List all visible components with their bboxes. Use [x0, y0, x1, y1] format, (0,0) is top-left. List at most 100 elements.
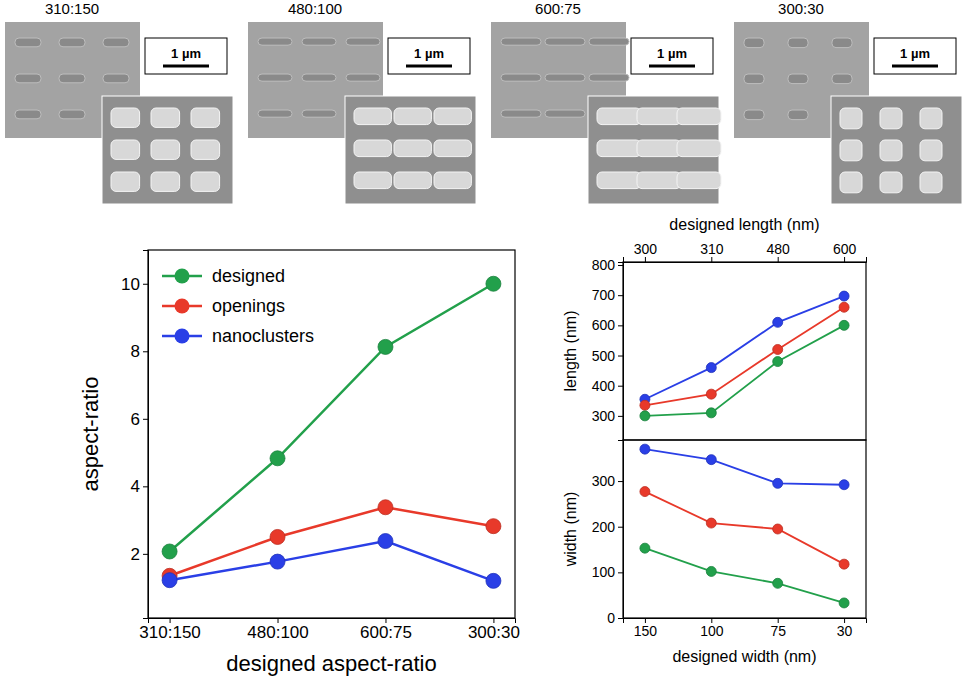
sem-rod — [346, 74, 380, 81]
data-point — [706, 363, 716, 373]
data-point — [486, 519, 501, 534]
sem-cluster — [840, 108, 862, 129]
y-tick-label: 600 — [592, 317, 616, 333]
sem-cluster — [597, 140, 641, 157]
y-tick-label: 300 — [592, 408, 616, 424]
x-tick: 75 — [770, 618, 786, 639]
sem-cluster — [677, 140, 721, 157]
y-axis: 246810 — [121, 251, 148, 619]
y-tick-mark — [143, 554, 148, 555]
sem-cluster — [920, 108, 942, 129]
data-point — [839, 291, 849, 301]
x-tick: 310 — [700, 241, 724, 262]
data-point — [839, 480, 849, 490]
series-line — [645, 307, 844, 405]
sem-rod — [589, 38, 629, 45]
data-point — [706, 455, 716, 465]
y-axis-title: width (nm) — [562, 492, 579, 568]
plot-frame — [623, 262, 866, 440]
sem-rod — [302, 74, 336, 81]
y-tick: 6 — [131, 410, 148, 429]
sem-rod — [832, 38, 852, 48]
sem-rod — [15, 38, 41, 47]
sem-rod — [302, 38, 336, 45]
y-tick: 300 — [592, 473, 623, 489]
data-point — [270, 529, 285, 544]
data-point — [378, 534, 393, 549]
legend-label: designed — [212, 266, 285, 286]
sem-rod — [788, 74, 808, 84]
sem-cluster — [354, 172, 391, 189]
scale-bar-label: 1 µm — [657, 46, 687, 61]
sem-cluster — [111, 172, 140, 191]
x-tick-label: 310 — [700, 241, 724, 257]
y-tick-mark — [618, 618, 623, 619]
image-panel: 310:1501 µm — [5, 0, 233, 204]
data-point — [839, 598, 849, 608]
x-axis-line — [624, 619, 867, 624]
sem-rod — [15, 74, 41, 83]
image-title: 300:30 — [778, 0, 824, 17]
series-line — [170, 541, 494, 581]
sem-cluster — [677, 172, 721, 189]
y-tick-label: 800 — [592, 257, 616, 273]
sem-cluster — [597, 108, 641, 125]
sem-cluster — [354, 108, 391, 125]
scale-bar-box — [874, 38, 956, 74]
data-point — [162, 544, 177, 559]
data-point — [839, 320, 849, 330]
series-line — [170, 284, 494, 552]
sem-cluster — [637, 140, 681, 157]
x-tick-label: 300 — [634, 241, 658, 257]
sem-cluster — [880, 108, 902, 129]
scale-bar-box — [145, 38, 227, 74]
y-tick: 400 — [592, 378, 623, 394]
legend-marker — [175, 329, 190, 344]
sem-rod — [501, 74, 541, 81]
legend-marker — [175, 299, 190, 314]
sem-rod — [59, 110, 85, 119]
plot-area — [640, 444, 849, 608]
y-tick-mark — [618, 265, 623, 266]
x-tick-label: 480:100 — [247, 623, 308, 642]
x-axis-line — [624, 257, 867, 263]
data-point — [773, 344, 783, 354]
y-axis-line — [143, 251, 149, 619]
sem-inset — [102, 96, 233, 204]
x-tick: 480:100 — [247, 618, 308, 642]
data-point — [706, 566, 716, 576]
data-point — [773, 317, 783, 327]
x-tick-label: 100 — [700, 623, 724, 639]
data-point — [706, 518, 716, 528]
data-point — [270, 554, 285, 569]
scale-bar — [649, 65, 695, 68]
y-tick-label: 0 — [607, 610, 615, 626]
y-tick-mark — [143, 486, 148, 487]
x-tick: 30 — [837, 618, 853, 639]
sem-rod — [545, 38, 585, 45]
sem-rod — [545, 110, 585, 117]
image-title: 310:150 — [45, 0, 99, 17]
sem-rod — [103, 38, 129, 47]
data-point — [270, 451, 285, 466]
chart: 300400500600700800300310480600designed l… — [562, 216, 867, 441]
y-tick-label: 4 — [131, 477, 140, 496]
x-tick-label: 300:30 — [468, 623, 520, 642]
plot-area — [162, 276, 501, 588]
x-axis-title: designed width (nm) — [672, 648, 816, 665]
chart: 01002003001501007530designed width (nm)w… — [562, 440, 867, 665]
sem-cluster — [434, 108, 471, 125]
x-tick-mark — [844, 257, 845, 262]
y-axis-line — [618, 263, 624, 441]
x-axis: 300310480600 — [624, 241, 867, 263]
sem-rod — [788, 38, 808, 48]
x-tick-label: 480 — [767, 241, 791, 257]
y-tick-mark — [618, 481, 623, 482]
y-tick: 0 — [607, 610, 623, 626]
sem-cluster — [597, 172, 641, 189]
data-point — [839, 302, 849, 312]
y-tick: 100 — [592, 564, 623, 580]
data-point — [486, 573, 501, 588]
data-point — [486, 276, 501, 291]
sem-cluster — [394, 108, 431, 125]
